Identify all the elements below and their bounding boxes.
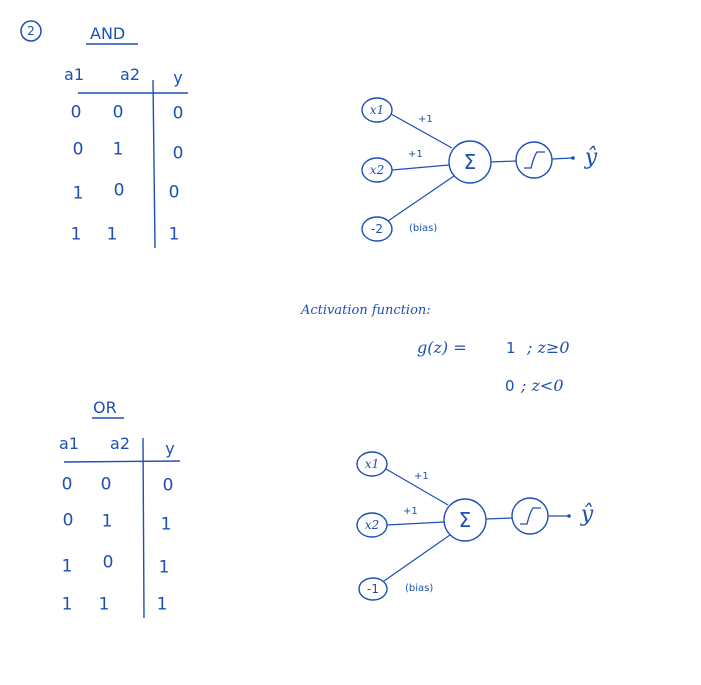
and-activation-node bbox=[515, 141, 553, 179]
section-number: 2 bbox=[27, 24, 35, 38]
and-row2-y: 0 bbox=[172, 143, 184, 164]
and-edge-sum-activation bbox=[490, 160, 517, 163]
or-sum-node bbox=[443, 498, 487, 542]
or-row3-y: 1 bbox=[158, 557, 170, 578]
or-row4-y: 1 bbox=[156, 594, 168, 615]
and-row3-a2: 0 bbox=[113, 180, 125, 201]
or-header-y: y bbox=[165, 439, 175, 458]
or-step-glyph bbox=[520, 507, 541, 525]
and-output-label: ŷ bbox=[584, 145, 598, 170]
and-row3-y: 0 bbox=[168, 182, 180, 203]
or-weight1-label: +1 bbox=[414, 471, 429, 482]
or-row2-a2: 1 bbox=[101, 511, 113, 532]
and-table-divider bbox=[152, 79, 156, 249]
and-bias-node bbox=[361, 216, 393, 242]
or-header-a2: a2 bbox=[110, 434, 130, 453]
or-input1-label: x1 bbox=[364, 457, 380, 471]
and-row4-y: 1 bbox=[168, 224, 180, 245]
activation-heading: Activation function: bbox=[301, 303, 431, 318]
or-edge-bias bbox=[383, 534, 451, 582]
and-row3-a1: 1 bbox=[72, 183, 84, 204]
and-bias-label: -2 bbox=[371, 222, 383, 236]
or-table-title: OR bbox=[93, 398, 117, 417]
or-output-label: ŷ bbox=[580, 502, 594, 527]
and-header-a1: a1 bbox=[64, 65, 84, 84]
or-table-divider bbox=[142, 437, 145, 619]
or-edge-input1 bbox=[385, 468, 449, 506]
and-bias-note: (bias) bbox=[409, 223, 438, 234]
and-row2-a1: 0 bbox=[72, 139, 84, 160]
and-perceptron-graph bbox=[361, 97, 575, 242]
or-header-a1: a1 bbox=[59, 434, 79, 453]
or-row2-y: 1 bbox=[160, 514, 172, 535]
and-row2-a2: 1 bbox=[112, 139, 124, 160]
and-weight2-label: +1 bbox=[408, 149, 423, 160]
or-row1-y: 0 bbox=[162, 475, 174, 496]
or-bias-label: -1 bbox=[367, 582, 379, 596]
or-input2-label: x2 bbox=[364, 518, 380, 532]
and-input2-label: x2 bbox=[369, 163, 385, 177]
or-row4-a2: 1 bbox=[98, 594, 110, 615]
section-number-circle bbox=[20, 20, 42, 42]
and-row1-y: 0 bbox=[172, 103, 184, 124]
or-perceptron-graph bbox=[356, 451, 571, 601]
and-table-title: AND bbox=[90, 24, 126, 43]
or-table-header-line bbox=[63, 460, 181, 463]
or-output-dot bbox=[567, 514, 571, 518]
and-row1-a1: 0 bbox=[70, 102, 82, 123]
and-header-y: y bbox=[173, 68, 183, 87]
or-bias-note: (bias) bbox=[405, 583, 434, 594]
and-edge-bias bbox=[387, 175, 455, 222]
and-weight1-label: +1 bbox=[418, 114, 433, 125]
activation-lhs: g(z) = bbox=[417, 338, 467, 357]
activation-case1-value: 1 bbox=[506, 339, 516, 357]
and-row1-a2: 0 bbox=[112, 102, 124, 123]
and-row4-a1: 1 bbox=[70, 224, 82, 245]
activation-case2-condition: ; z<0 bbox=[521, 376, 564, 395]
and-input1-label: x1 bbox=[369, 103, 385, 117]
or-edge-sum-activation bbox=[485, 517, 513, 520]
and-input1-node bbox=[361, 97, 393, 123]
or-weight2-label: +1 bbox=[403, 506, 418, 517]
or-row2-a1: 0 bbox=[62, 510, 74, 531]
and-edge-output bbox=[551, 157, 573, 160]
or-row1-a1: 0 bbox=[61, 474, 73, 495]
activation-case1-condition: ; z≥0 bbox=[527, 338, 570, 357]
or-row4-a1: 1 bbox=[61, 594, 73, 615]
and-edge-input2 bbox=[391, 164, 450, 171]
and-header-a2: a2 bbox=[120, 65, 140, 84]
or-row3-a1: 1 bbox=[61, 556, 73, 577]
or-edge-input2 bbox=[386, 521, 445, 526]
or-bias-node bbox=[358, 577, 388, 601]
and-sum-symbol: Σ bbox=[463, 150, 477, 174]
or-row1-a2: 0 bbox=[100, 474, 112, 495]
or-row3-a2: 0 bbox=[102, 552, 114, 573]
activation-case2-value: 0 bbox=[505, 377, 515, 395]
or-sum-symbol: Σ bbox=[458, 508, 472, 532]
and-step-glyph bbox=[524, 151, 545, 169]
and-row4-a2: 1 bbox=[106, 224, 118, 245]
and-output-dot bbox=[571, 156, 575, 160]
or-input1-node bbox=[356, 451, 388, 477]
and-edge-input1 bbox=[390, 113, 453, 149]
or-activation-node bbox=[511, 497, 549, 535]
